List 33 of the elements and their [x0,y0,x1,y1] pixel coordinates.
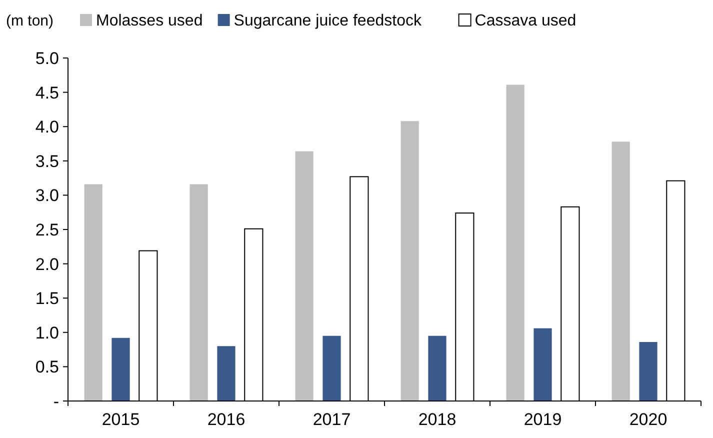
y-tick-label: 2.5 [35,220,59,240]
bar [428,336,446,401]
x-tick-label: 2018 [418,410,456,429]
x-tick-label: 2015 [102,410,140,429]
x-tick-label: 2017 [312,410,351,429]
x-tick-label: 2019 [524,410,562,429]
x-tick-label: 2020 [629,410,668,429]
y-tick-label: 4.0 [35,118,59,137]
bar [506,84,524,401]
legend-label: Molasses used [96,12,203,30]
bar [217,346,236,401]
bar [400,121,419,401]
y-tick-label: - [53,392,59,411]
y-tick-label: 0.5 [35,358,59,377]
y-tick-label: 5.0 [35,48,59,68]
bar [534,328,552,401]
bar [295,151,314,401]
y-tick-label: 3.5 [35,152,59,171]
y-tick-label: 4.5 [35,83,59,102]
y-tick-label: 2.0 [35,254,59,274]
bar [84,184,102,401]
bar [322,336,341,401]
bar [639,342,658,401]
y-axis-title: (m ton) [6,12,54,30]
bar [112,338,130,401]
bar [190,184,208,401]
y-tick-label: 1.5 [35,289,59,308]
x-tick-label: 2016 [207,410,246,429]
legend-label: Cassava used [474,12,576,30]
y-tick-label: 1.0 [35,323,59,342]
y-tick-label: 3.0 [35,186,59,206]
bar [612,142,630,401]
legend-label: Sugarcane juice feedstock [234,12,422,30]
